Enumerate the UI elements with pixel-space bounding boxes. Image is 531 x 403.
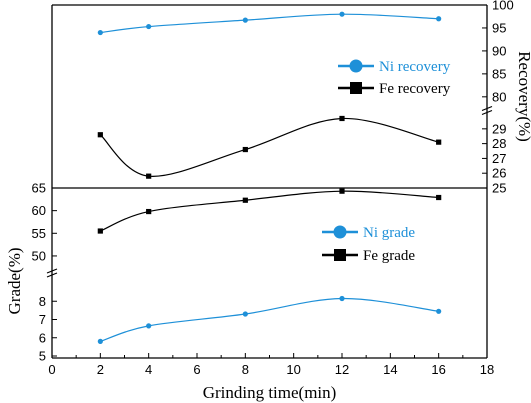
- fe-grade-point: [146, 208, 152, 215]
- fe-grade-point: [436, 194, 442, 201]
- x-tick-label: 18: [480, 362, 494, 377]
- y-tick-label-grade: 55: [32, 226, 46, 241]
- ni-grade-line: [100, 297, 439, 342]
- x-tick-label: 10: [286, 362, 300, 377]
- y-tick-label-recovery: 95: [492, 20, 506, 35]
- legends: Ni recovery Fe recovery Ni grade Fe grade: [322, 59, 451, 264]
- x-tick-label: 8: [242, 362, 249, 377]
- fe-recovery-point: [97, 132, 103, 138]
- ni-recovery-point: [146, 23, 152, 30]
- y-axis-label-grade: Grade(%): [5, 247, 24, 314]
- ni-grade-point: [436, 308, 442, 314]
- fe-recovery-point: [146, 173, 152, 179]
- y-tick-label-grade: 60: [32, 203, 46, 218]
- fe-grade-point: [97, 228, 103, 234]
- legend-label: Ni grade: [363, 225, 415, 241]
- y-tick-label-recovery: 85: [492, 66, 506, 81]
- x-tick-label: 4: [145, 362, 152, 377]
- legend-label: Ni recovery: [379, 59, 451, 75]
- legend-item-ni-grade: Ni grade: [322, 225, 415, 241]
- y-tick-label-recovery: 26: [492, 166, 506, 181]
- axis-break-mark: [46, 272, 58, 278]
- ni-recovery-line: [100, 13, 439, 34]
- x-tick-label: 6: [193, 362, 200, 377]
- axis-break-mark: [46, 268, 58, 274]
- y-tick-label-grade: 50: [32, 248, 46, 263]
- x-tick-label: 14: [383, 362, 397, 377]
- legend-marker-circle: [349, 59, 363, 73]
- x-axis-label: Grinding time(min): [203, 383, 337, 402]
- y-tick-label-recovery: 29: [492, 121, 506, 136]
- tick-labels: 0 2 4 6 8 10 12 14 16 188085909510025262728295055…: [32, 0, 514, 377]
- y-tick-label-recovery: 28: [492, 136, 506, 151]
- y-tick-label-grade: 65: [32, 181, 46, 196]
- axis-ticks: [51, 4, 488, 358]
- fe-grade-point: [339, 188, 345, 194]
- x-tick-label: 12: [335, 362, 349, 377]
- legend-item-fe-grade: Fe grade: [322, 248, 415, 264]
- plot-frame: [46, 4, 493, 359]
- ni-recovery-point: [242, 17, 248, 23]
- x-tick-label: 2: [97, 362, 104, 377]
- legend-marker-circle: [333, 225, 347, 239]
- legend-item-fe-recovery: Fe recovery: [338, 81, 451, 97]
- fe-recovery-line: [99, 117, 439, 177]
- fe-recovery-point: [436, 139, 442, 145]
- y-tick-label-recovery: 27: [492, 151, 506, 166]
- y-tick-label-grade: 7: [39, 312, 46, 327]
- y-axis-label-recovery: Recovery(%): [515, 51, 531, 142]
- ni-grade-point: [146, 323, 152, 329]
- y-tick-label-grade: 5: [39, 349, 46, 364]
- ni-recovery-point: [97, 29, 103, 36]
- axis-break-mark: [481, 109, 493, 116]
- ni-grade-point: [242, 311, 248, 317]
- y-tick-label-recovery: 25: [492, 181, 506, 196]
- ni-grade-point: [97, 338, 103, 344]
- legend-marker-square: [350, 82, 362, 94]
- x-tick-label: 0: [48, 362, 55, 377]
- axis-break-mark: [481, 105, 493, 112]
- ni-recovery-point: [339, 11, 345, 17]
- y-tick-label-recovery: 100: [492, 0, 514, 13]
- legend-label: Fe recovery: [379, 81, 451, 97]
- fe-recovery-point: [339, 115, 345, 122]
- y-tick-label-recovery: 90: [492, 43, 506, 58]
- y-tick-label-recovery: 80: [492, 89, 506, 104]
- ni-grade-point: [339, 295, 345, 302]
- legend-marker-square: [334, 249, 346, 261]
- legend-label: Fe grade: [363, 248, 415, 264]
- legend-item-ni-recovery: Ni recovery: [338, 59, 451, 75]
- y-tick-label-grade: 8: [39, 294, 46, 309]
- fe-grade-point: [242, 197, 248, 203]
- y-tick-label-grade: 6: [39, 330, 46, 345]
- ni-recovery-point: [436, 16, 442, 22]
- x-tick-label: 16: [431, 362, 445, 377]
- series-markers: [97, 11, 442, 344]
- fe-recovery-point: [242, 146, 248, 153]
